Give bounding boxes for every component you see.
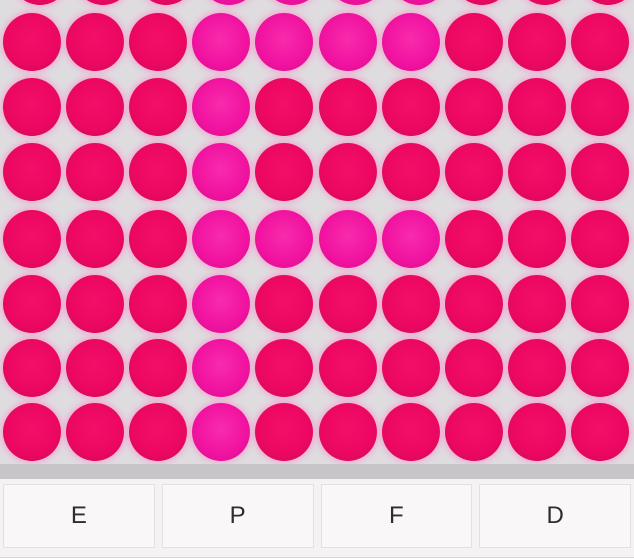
dot-odd xyxy=(318,210,377,268)
dot xyxy=(507,275,566,333)
dot xyxy=(318,143,377,201)
dot xyxy=(66,339,125,397)
dot xyxy=(129,210,188,268)
dot xyxy=(452,0,511,5)
dot xyxy=(255,143,314,201)
dot xyxy=(570,403,629,461)
answer-bar: E P F D xyxy=(0,479,634,558)
dot xyxy=(137,0,196,5)
dot xyxy=(129,78,188,136)
dot xyxy=(381,403,440,461)
dot xyxy=(381,78,440,136)
dot-odd xyxy=(255,210,314,268)
dot xyxy=(3,13,61,71)
dot xyxy=(11,0,69,5)
dot xyxy=(129,275,188,333)
dot xyxy=(3,339,61,397)
answer-button-d[interactable]: D xyxy=(479,484,631,548)
dot xyxy=(3,275,61,333)
dot xyxy=(66,78,125,136)
dot-odd xyxy=(192,275,251,333)
dot xyxy=(578,0,634,5)
separator-strip xyxy=(0,464,634,479)
answer-button-f[interactable]: F xyxy=(320,484,473,548)
dot xyxy=(444,275,503,333)
dot xyxy=(381,275,440,333)
dot xyxy=(3,143,61,201)
dot xyxy=(66,143,125,201)
dot xyxy=(3,210,61,268)
dot xyxy=(3,78,61,136)
dot xyxy=(66,13,125,71)
dot xyxy=(129,403,188,461)
dot xyxy=(570,275,629,333)
dot xyxy=(507,143,566,201)
dot xyxy=(66,210,125,268)
dot-grid xyxy=(0,0,634,464)
dot xyxy=(507,13,566,71)
dot-odd xyxy=(326,0,385,5)
dot-odd xyxy=(255,13,314,71)
dot xyxy=(507,403,566,461)
dot xyxy=(318,78,377,136)
dot xyxy=(570,143,629,201)
dot-odd xyxy=(318,13,377,71)
dot xyxy=(507,210,566,268)
dot xyxy=(444,339,503,397)
dot xyxy=(318,339,377,397)
dot xyxy=(515,0,574,5)
dot xyxy=(570,78,629,136)
dot xyxy=(318,403,377,461)
dot-odd xyxy=(200,0,259,5)
dot-odd xyxy=(381,210,440,268)
dot xyxy=(444,143,503,201)
dot-odd xyxy=(192,339,251,397)
dot xyxy=(444,13,503,71)
dot xyxy=(74,0,133,5)
dot xyxy=(255,275,314,333)
dot xyxy=(66,275,125,333)
dot xyxy=(255,339,314,397)
dot xyxy=(570,339,629,397)
dot xyxy=(129,13,188,71)
dot-odd xyxy=(192,210,251,268)
dot xyxy=(255,403,314,461)
dot xyxy=(570,210,629,268)
dot xyxy=(318,275,377,333)
dot-odd xyxy=(381,13,440,71)
dot xyxy=(381,339,440,397)
dot xyxy=(255,78,314,136)
dot xyxy=(507,78,566,136)
answer-button-e[interactable]: E xyxy=(3,484,155,548)
dot-odd xyxy=(192,403,251,461)
answer-button-p[interactable]: P xyxy=(161,484,314,548)
dot xyxy=(444,403,503,461)
dot xyxy=(381,143,440,201)
dot-odd xyxy=(192,143,251,201)
dot-odd xyxy=(192,78,251,136)
dot-odd xyxy=(389,0,448,5)
dot-odd xyxy=(263,0,322,5)
dot xyxy=(3,403,61,461)
dot xyxy=(129,143,188,201)
dot-odd xyxy=(192,13,251,71)
dot xyxy=(66,403,125,461)
dot xyxy=(444,210,503,268)
dot xyxy=(444,78,503,136)
dot xyxy=(129,339,188,397)
dot xyxy=(507,339,566,397)
dot xyxy=(570,13,629,71)
